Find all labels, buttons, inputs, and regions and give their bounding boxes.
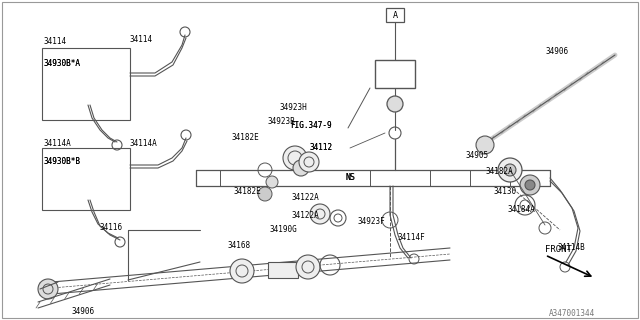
Circle shape xyxy=(525,180,535,190)
Text: 34112: 34112 xyxy=(310,143,333,153)
Bar xyxy=(42,48,130,120)
Circle shape xyxy=(520,200,530,210)
Text: 34114: 34114 xyxy=(44,37,67,46)
Text: FIG.347-9: FIG.347-9 xyxy=(290,122,332,131)
Text: 34905: 34905 xyxy=(466,150,489,159)
Text: 34930B*A: 34930B*A xyxy=(44,60,81,68)
Bar xyxy=(375,60,415,88)
Circle shape xyxy=(258,187,272,201)
Text: FIG.347-9: FIG.347-9 xyxy=(290,122,332,131)
Text: 34114: 34114 xyxy=(130,36,153,44)
Text: 34923H: 34923H xyxy=(280,103,308,113)
Text: 34114A: 34114A xyxy=(44,139,72,148)
Text: 34184A: 34184A xyxy=(508,205,536,214)
Text: 34906: 34906 xyxy=(72,308,95,316)
Circle shape xyxy=(266,176,278,188)
Text: 34923B: 34923B xyxy=(268,117,296,126)
Text: 34114F: 34114F xyxy=(398,234,426,243)
Text: 34130: 34130 xyxy=(494,188,517,196)
Text: 34114B: 34114B xyxy=(558,244,586,252)
Bar xyxy=(42,148,130,210)
Circle shape xyxy=(310,204,330,224)
Text: 34182E: 34182E xyxy=(234,188,262,196)
Circle shape xyxy=(283,146,307,170)
Text: 34168: 34168 xyxy=(228,241,251,250)
Circle shape xyxy=(299,152,319,172)
Text: 34114A: 34114A xyxy=(130,139,157,148)
Text: 34182E: 34182E xyxy=(232,133,260,142)
Circle shape xyxy=(230,259,254,283)
Text: 34930B*B: 34930B*B xyxy=(44,157,81,166)
Text: FRONT: FRONT xyxy=(545,245,572,254)
Circle shape xyxy=(38,279,58,299)
Circle shape xyxy=(293,160,309,176)
Text: 34930B*A: 34930B*A xyxy=(44,60,81,68)
Circle shape xyxy=(504,164,516,176)
Text: 34930B*B: 34930B*B xyxy=(44,157,81,166)
Circle shape xyxy=(520,175,540,195)
Text: 34190G: 34190G xyxy=(270,226,298,235)
Bar xyxy=(386,8,404,22)
Bar xyxy=(268,262,298,278)
Text: 34906: 34906 xyxy=(545,47,568,57)
Circle shape xyxy=(387,96,403,112)
Text: NS: NS xyxy=(345,173,355,182)
Text: 34122A: 34122A xyxy=(292,211,320,220)
Text: 34122A: 34122A xyxy=(292,194,320,203)
Text: 34116: 34116 xyxy=(100,223,123,233)
Text: A: A xyxy=(392,11,397,20)
Circle shape xyxy=(476,136,494,154)
Text: NS: NS xyxy=(345,173,355,182)
Text: 34182A: 34182A xyxy=(486,167,514,177)
Text: 34923F: 34923F xyxy=(358,218,386,227)
Text: 34112: 34112 xyxy=(310,143,333,153)
Text: A347001344: A347001344 xyxy=(548,309,595,318)
Circle shape xyxy=(498,158,522,182)
Circle shape xyxy=(296,255,320,279)
